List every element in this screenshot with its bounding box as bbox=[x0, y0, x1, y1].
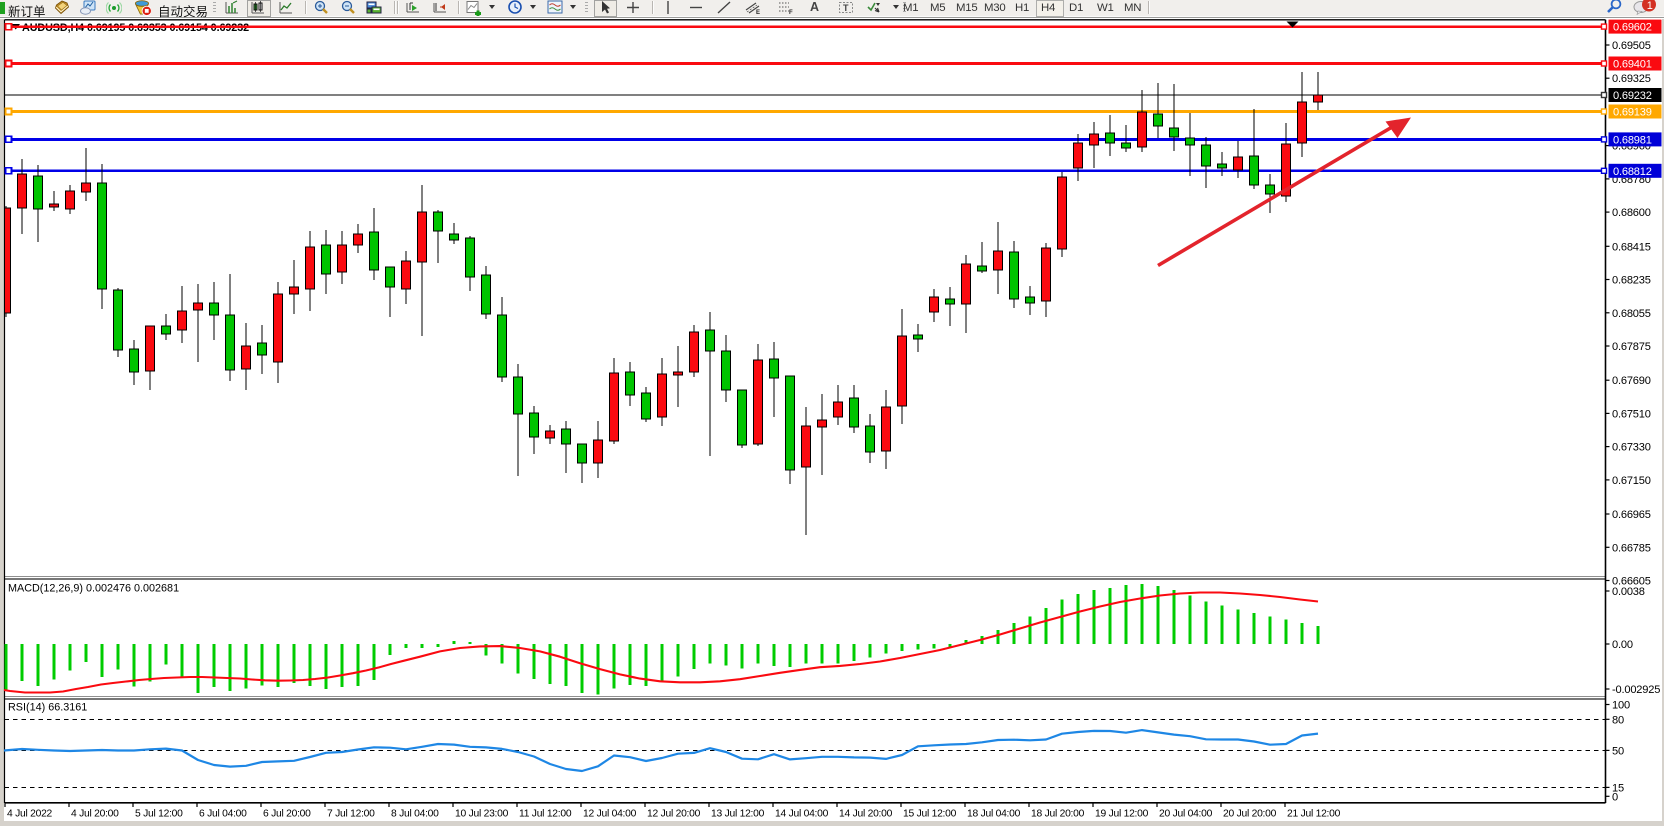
svg-text:13 Jul 12:00: 13 Jul 12:00 bbox=[711, 809, 765, 820]
svg-text:19 Jul 12:00: 19 Jul 12:00 bbox=[1095, 809, 1149, 820]
svg-text:15: 15 bbox=[1612, 782, 1624, 794]
svg-text:T: T bbox=[843, 3, 849, 13]
svg-text:18 Jul 20:00: 18 Jul 20:00 bbox=[1031, 809, 1085, 820]
svg-text:100: 100 bbox=[1612, 700, 1630, 712]
svg-text:0.68981: 0.68981 bbox=[1613, 134, 1652, 146]
svg-text:0.67690: 0.67690 bbox=[1612, 375, 1651, 387]
svg-text:0.69401: 0.69401 bbox=[1613, 59, 1652, 71]
svg-text:7 Jul 12:00: 7 Jul 12:00 bbox=[327, 809, 375, 820]
svg-text:0.68415: 0.68415 bbox=[1612, 241, 1651, 253]
svg-text:11 Jul 12:00: 11 Jul 12:00 bbox=[519, 809, 572, 820]
svg-text:F: F bbox=[789, 10, 793, 15]
svg-text:0.67875: 0.67875 bbox=[1612, 341, 1651, 353]
svg-text:0.67330: 0.67330 bbox=[1612, 442, 1651, 454]
svg-text:6 Jul 20:00: 6 Jul 20:00 bbox=[263, 809, 311, 820]
svg-text:0.68812: 0.68812 bbox=[1613, 166, 1652, 178]
svg-text:15 Jul 12:00: 15 Jul 12:00 bbox=[903, 809, 957, 820]
svg-text:0.68055: 0.68055 bbox=[1612, 308, 1651, 320]
svg-text:14 Jul 20:00: 14 Jul 20:00 bbox=[839, 809, 893, 820]
svg-text:0.00: 0.00 bbox=[1612, 639, 1633, 651]
svg-text:-0.002925: -0.002925 bbox=[1612, 684, 1660, 696]
svg-text:21 Jul 12:00: 21 Jul 12:00 bbox=[1287, 809, 1341, 820]
svg-text:0.69232: 0.69232 bbox=[1613, 90, 1652, 102]
svg-text:0.69139: 0.69139 bbox=[1613, 107, 1652, 119]
svg-text:0.67150: 0.67150 bbox=[1612, 475, 1651, 487]
svg-text:MACD(12,26,9) 0.002476 0.00268: MACD(12,26,9) 0.002476 0.002681 bbox=[8, 583, 179, 595]
svg-text:0.66605: 0.66605 bbox=[1612, 576, 1651, 588]
svg-text:20 Jul 04:00: 20 Jul 04:00 bbox=[1159, 809, 1213, 820]
svg-text:10 Jul 23:00: 10 Jul 23:00 bbox=[455, 809, 509, 820]
svg-text:12 Jul 04:00: 12 Jul 04:00 bbox=[583, 809, 637, 820]
svg-text:4 Jul 20:00: 4 Jul 20:00 bbox=[71, 809, 119, 820]
svg-text:0.68235: 0.68235 bbox=[1612, 275, 1651, 287]
svg-text:0.67510: 0.67510 bbox=[1612, 408, 1651, 420]
svg-text:0.69602: 0.69602 bbox=[1613, 22, 1652, 34]
svg-text:12 Jul 20:00: 12 Jul 20:00 bbox=[647, 809, 701, 820]
svg-text:4 Jul 2022: 4 Jul 2022 bbox=[7, 809, 53, 820]
svg-text:8 Jul 04:00: 8 Jul 04:00 bbox=[391, 809, 439, 820]
svg-text:5 Jul 12:00: 5 Jul 12:00 bbox=[135, 809, 183, 820]
svg-text:0.69325: 0.69325 bbox=[1612, 73, 1651, 85]
svg-text:0: 0 bbox=[1612, 791, 1618, 803]
svg-text:0.69505: 0.69505 bbox=[1612, 40, 1651, 52]
svg-text:50: 50 bbox=[1612, 745, 1624, 757]
svg-text:RSI(14) 66.3161: RSI(14) 66.3161 bbox=[8, 702, 87, 714]
svg-text:80: 80 bbox=[1612, 714, 1624, 726]
svg-text:0.66965: 0.66965 bbox=[1612, 509, 1651, 521]
svg-text:0.0038: 0.0038 bbox=[1612, 586, 1645, 598]
svg-text:0.66785: 0.66785 bbox=[1612, 542, 1651, 554]
svg-text:6 Jul 04:00: 6 Jul 04:00 bbox=[199, 809, 247, 820]
svg-text:20 Jul 20:00: 20 Jul 20:00 bbox=[1223, 809, 1277, 820]
svg-text:18 Jul 04:00: 18 Jul 04:00 bbox=[967, 809, 1021, 820]
svg-text:E: E bbox=[756, 10, 760, 15]
svg-text:1: 1 bbox=[1647, 0, 1653, 12]
svg-text:14 Jul 04:00: 14 Jul 04:00 bbox=[775, 809, 829, 820]
svg-text:0.68600: 0.68600 bbox=[1612, 207, 1651, 219]
